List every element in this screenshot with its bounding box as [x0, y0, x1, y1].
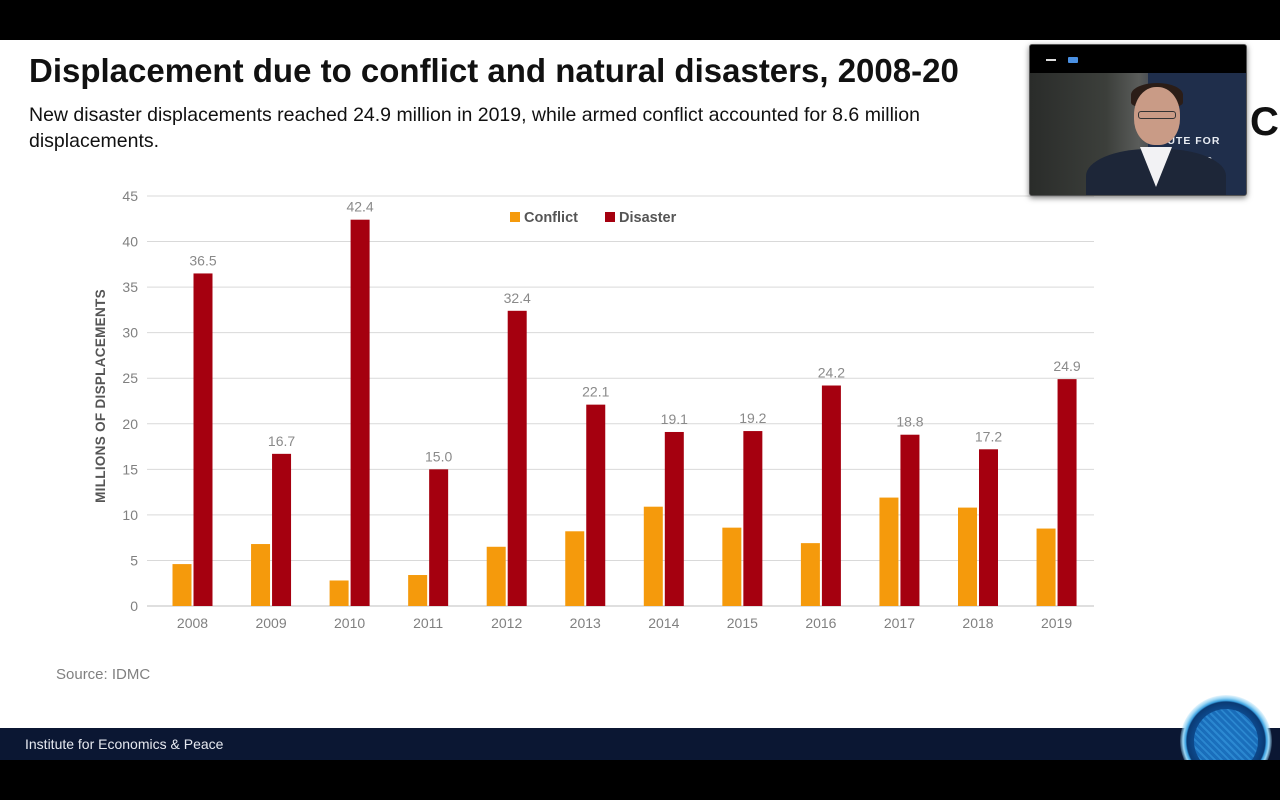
- y-tick-label: 0: [130, 598, 138, 614]
- bar-disaster: [664, 431, 684, 606]
- slide-title-overflow-glyph: C: [1250, 100, 1279, 144]
- bar-disaster: [979, 449, 998, 606]
- displacement-bar-chart: 0 5 10 15 20 25 30 35 40 45 MILLIONS OF DISPLACEME…: [93, 188, 1094, 631]
- footer-bar: Institute for Economics & Peace: [0, 728, 1280, 760]
- bar-conflict: [643, 506, 663, 606]
- y-tick-label: 45: [122, 188, 138, 204]
- footer-organization: Institute for Economics & Peace: [25, 736, 224, 752]
- letterbox-bottom: [0, 760, 1280, 800]
- data-label: 22.1: [582, 384, 609, 400]
- x-tick-label: 2014: [648, 615, 679, 631]
- x-tick-label: 2017: [884, 615, 915, 631]
- data-label: 32.4: [504, 290, 531, 306]
- participant-video-feed: ITUTE FOR ONOMICS CE: [1030, 73, 1246, 195]
- x-tick-label: 2018: [962, 615, 993, 631]
- data-label: 16.7: [268, 433, 295, 449]
- x-tick-label: 2010: [334, 615, 365, 631]
- data-label: 15.0: [425, 448, 452, 464]
- bar-conflict: [800, 543, 820, 606]
- slide-title: Displacement due to conflict and natural…: [29, 52, 959, 89]
- y-axis-label: MILLIONS OF DISPLACEMENTS: [93, 289, 108, 503]
- x-tick-label: 2008: [177, 615, 208, 631]
- y-tick-label: 5: [130, 552, 138, 568]
- bar-conflict: [1036, 528, 1056, 606]
- x-tick-label: 2019: [1041, 615, 1072, 631]
- data-label: 42.4: [346, 199, 373, 215]
- y-tick-label: 35: [122, 279, 138, 295]
- data-label: 24.9: [1053, 358, 1080, 374]
- y-tick-label: 30: [122, 325, 138, 341]
- data-label: 18.8: [896, 414, 923, 430]
- bar-conflict: [958, 507, 977, 606]
- x-tick-label: 2016: [805, 615, 836, 631]
- bar-disaster: [193, 273, 213, 606]
- data-label: 19.2: [739, 410, 766, 426]
- bar-disaster: [821, 385, 841, 606]
- x-tick-label: 2009: [255, 615, 286, 631]
- bar-disaster: [586, 404, 606, 606]
- bar-conflict: [879, 497, 899, 606]
- bar-conflict: [172, 564, 192, 606]
- legend-label-disaster: Disaster: [619, 210, 677, 226]
- slide-subtitle: New disaster displacements reached 24.9 …: [29, 104, 920, 152]
- x-tick-label: 2012: [491, 615, 522, 631]
- x-tick-label: 2011: [413, 615, 443, 631]
- data-label: 24.2: [818, 365, 845, 381]
- bar-conflict: [329, 580, 349, 606]
- legend-swatch-disaster: [605, 212, 615, 222]
- y-tick-label: 25: [122, 370, 138, 386]
- bar-disaster: [350, 219, 370, 606]
- legend-label-conflict: Conflict: [524, 210, 578, 226]
- bar-conflict: [408, 575, 428, 606]
- legend-swatch-conflict: [510, 212, 520, 222]
- bar-conflict: [251, 544, 271, 606]
- bar-conflict: [565, 531, 585, 606]
- bar-conflict: [722, 527, 742, 606]
- x-tick-label: 2015: [727, 615, 758, 631]
- data-label: 19.1: [661, 411, 688, 427]
- y-tick-label: 40: [122, 234, 138, 250]
- bar-disaster: [429, 469, 449, 606]
- participant-head: [1134, 87, 1180, 145]
- video-call-window[interactable]: ITUTE FOR ONOMICS CE: [1029, 44, 1247, 196]
- x-tick-label: 2013: [570, 615, 601, 631]
- data-label: 17.2: [975, 428, 1002, 444]
- source-note: Source: IDMC: [56, 666, 151, 683]
- y-tick-label: 15: [122, 461, 138, 477]
- minimize-icon[interactable]: [1046, 59, 1056, 61]
- expand-icon[interactable]: [1068, 57, 1078, 63]
- bar-disaster: [1057, 379, 1077, 606]
- y-tick-label: 10: [122, 507, 138, 523]
- bar-disaster: [900, 434, 920, 606]
- bar-disaster: [743, 431, 763, 606]
- video-window-titlebar[interactable]: [1030, 45, 1246, 73]
- data-label: 36.5: [189, 252, 216, 268]
- bar-disaster: [272, 453, 292, 606]
- bar-disaster: [507, 310, 527, 606]
- participant-glasses: [1138, 111, 1176, 119]
- bar-conflict: [486, 546, 506, 606]
- y-tick-label: 20: [122, 416, 138, 432]
